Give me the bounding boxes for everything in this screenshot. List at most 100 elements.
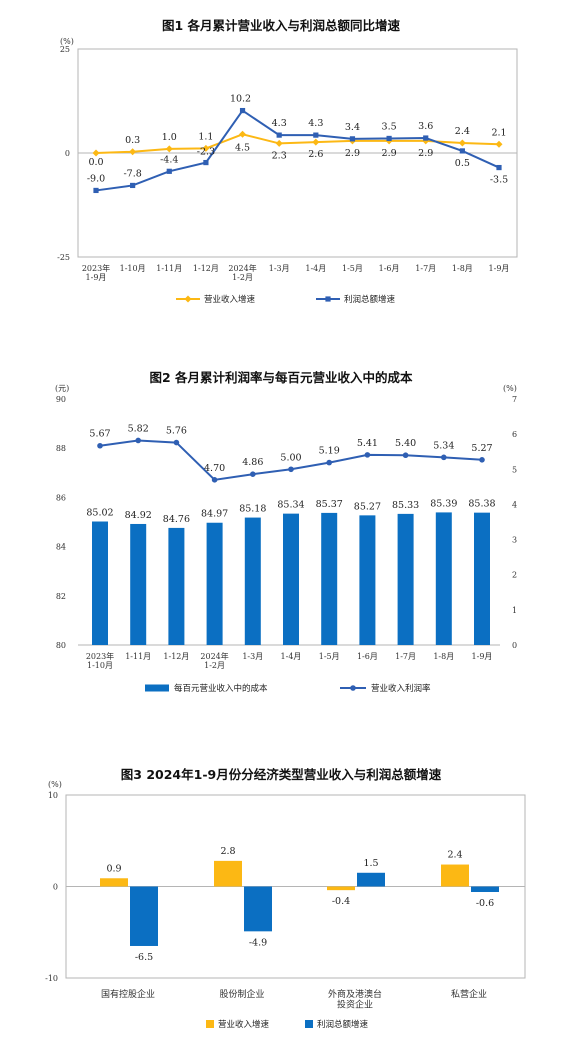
chart-2-line-label: 5.82 xyxy=(128,423,149,434)
chart-2-xtick: 1-5月 xyxy=(319,652,340,661)
chart-2-bar xyxy=(397,513,414,645)
chart-2-xtick: 2023年 1-10月 xyxy=(86,651,114,670)
chart-1-data-label: 0.5 xyxy=(455,158,470,169)
chart-2-line-point xyxy=(250,471,256,478)
chart-2-bar xyxy=(474,512,490,645)
chart-2-svg: (元) (%) 80 82 84 86 88 90 0 1 2 3 4 5 6 7 2023年 1-10月 1-11… xyxy=(55,384,517,694)
chart-2-line-point xyxy=(135,437,141,444)
chart-1-point xyxy=(495,140,503,148)
chart-1-data-label: 1.0 xyxy=(162,132,177,143)
chart-2-line-point xyxy=(326,459,333,466)
chart-3-ytick: 0 xyxy=(53,883,58,892)
chart-1-point xyxy=(496,164,502,171)
chart-2-line-point xyxy=(479,456,485,463)
chart-2-xtick: 1-3月 xyxy=(242,652,263,661)
chart-2-xtick: 2024年 1-2月 xyxy=(200,651,228,670)
chart-1-data-label: 2.9 xyxy=(418,148,433,159)
chart-1-point xyxy=(459,148,465,154)
chart-3-bar-label: -0.4 xyxy=(332,896,350,907)
chart-2-ytick-left: 84 xyxy=(56,543,66,552)
chart-2-bar-label: 84.92 xyxy=(125,510,152,521)
chart-2-bar xyxy=(92,521,108,645)
chart-2-ytick-right: 5 xyxy=(512,465,517,474)
chart-3-bar-label: -6.5 xyxy=(135,952,153,963)
chart-1-series-line-1 xyxy=(95,109,500,192)
chart-1-data-label: 2.4 xyxy=(455,126,470,137)
chart-2-ytick-left: 86 xyxy=(56,493,66,502)
chart-1-data-label: -9.0 xyxy=(87,173,105,184)
chart-2-bar xyxy=(206,522,223,645)
chart-1-point xyxy=(93,187,99,194)
chart-1-point xyxy=(313,132,319,138)
chart-2-line-label: 4.86 xyxy=(242,457,263,468)
chart-2-ytick-right: 1 xyxy=(512,606,517,615)
chart-2-xtick: 1-8月 xyxy=(433,652,454,661)
chart-1-data-label: -3.5 xyxy=(490,175,508,186)
chart-1-legend-marker xyxy=(325,296,331,302)
chart-2-ytick-right: 2 xyxy=(512,571,517,580)
chart-2-bar xyxy=(359,515,376,645)
chart-1-point xyxy=(312,138,320,146)
chart-2-ytick-left: 90 xyxy=(56,395,66,404)
chart-1-point xyxy=(165,145,173,153)
chart-2-ytick-left: 80 xyxy=(56,641,66,650)
chart-1-unit: (%) xyxy=(60,37,74,46)
chart-2-bar xyxy=(130,523,147,645)
chart-3-legend-swatch xyxy=(305,1020,313,1028)
chart-1-xtick: 1-4月 xyxy=(305,264,326,273)
chart-1-ytick: 0 xyxy=(65,149,70,158)
chart-1-xtick: 1-3月 xyxy=(269,264,290,273)
chart-2-bar-label: 85.27 xyxy=(354,501,381,512)
chart-1-xtick: 1-9月 xyxy=(489,264,510,273)
chart-2-ytick-right: 7 xyxy=(512,395,517,404)
chart-1: 图1 各月累计营业收入与利润总额同比增速 (%) 25 0 -25 2023年 1-9月 1… xyxy=(0,0,562,330)
chart-2-bar-label: 84.97 xyxy=(201,509,228,520)
chart-3-bar xyxy=(357,872,385,887)
chart-2-line-point xyxy=(173,439,180,446)
chart-1-data-label: 4.3 xyxy=(308,118,323,129)
chart-1-data-label: 2.9 xyxy=(382,148,397,159)
chart-2-legend-label: 每百元营业收入中的成本 xyxy=(174,683,268,694)
chart-1-point xyxy=(166,168,172,174)
chart-2-legend-label: 营业收入利润率 xyxy=(371,683,431,694)
chart-2-line-label: 5.76 xyxy=(166,426,187,437)
chart-3-bar-label: -0.6 xyxy=(476,898,494,909)
chart-1-xtick: 1-5月 xyxy=(342,264,363,273)
chart-1-xtick: 2023年 1-9月 xyxy=(82,263,110,282)
chart-2-unit-left: (元) xyxy=(55,384,69,393)
chart-2-ytick-right: 0 xyxy=(512,641,517,650)
chart-2-line-point xyxy=(288,466,294,473)
chart-2-ytick-left: 82 xyxy=(56,592,66,601)
chart-1-legend-marker xyxy=(184,295,192,303)
chart-3-bar xyxy=(100,878,128,887)
chart-1-xtick: 1-7月 xyxy=(415,264,436,273)
chart-1-point xyxy=(275,139,283,147)
chart-2-line-label: 5.41 xyxy=(357,438,378,449)
chart-2-ytick-left: 88 xyxy=(56,444,66,453)
chart-2-line-point xyxy=(211,477,218,483)
chart-3-bar-label: 0.9 xyxy=(106,863,121,874)
chart-2-bar xyxy=(283,513,299,645)
chart-3-legend-label: 利润总额增速 xyxy=(317,1019,369,1030)
chart-3-title: 图3 2024年1-9月份分经济类型营业收入与利润总额增速 xyxy=(120,767,442,782)
chart-1-data-label: 2.3 xyxy=(272,150,287,161)
chart-3-bar xyxy=(441,864,469,887)
chart-1-point xyxy=(349,136,356,142)
chart-1-series-line-0 xyxy=(95,133,500,154)
chart-1-point xyxy=(202,144,210,152)
chart-2: 图2 各月累计利润率与每百元营业收入中的成本 (元) (%) 80 82 84 86 88 9… xyxy=(55,370,517,694)
chart-1-svg: (%)25 0 -25 2023年 1-9月 1-10月 1-11月 1-12月 2024年 1-… xyxy=(57,37,518,305)
chart-2-ytick-right: 4 xyxy=(512,500,517,509)
chart-1-data-label: 3.4 xyxy=(345,122,360,133)
chart-1-legend-label: 利润总额增速 xyxy=(344,294,396,305)
chart-2-bar-label: 85.02 xyxy=(86,508,113,519)
chart-2-title: 图2 各月累计利润率与每百元营业收入中的成本 xyxy=(149,370,413,385)
chart-2-bar-label: 84.76 xyxy=(163,514,190,525)
chart-3-legend-swatch xyxy=(206,1020,214,1028)
chart-1-data-label: -7.8 xyxy=(123,168,141,179)
chart-2-line-label: 5.40 xyxy=(395,438,416,449)
chart-3-bar xyxy=(244,886,272,932)
chart-3-bar-label: 2.8 xyxy=(220,846,235,857)
